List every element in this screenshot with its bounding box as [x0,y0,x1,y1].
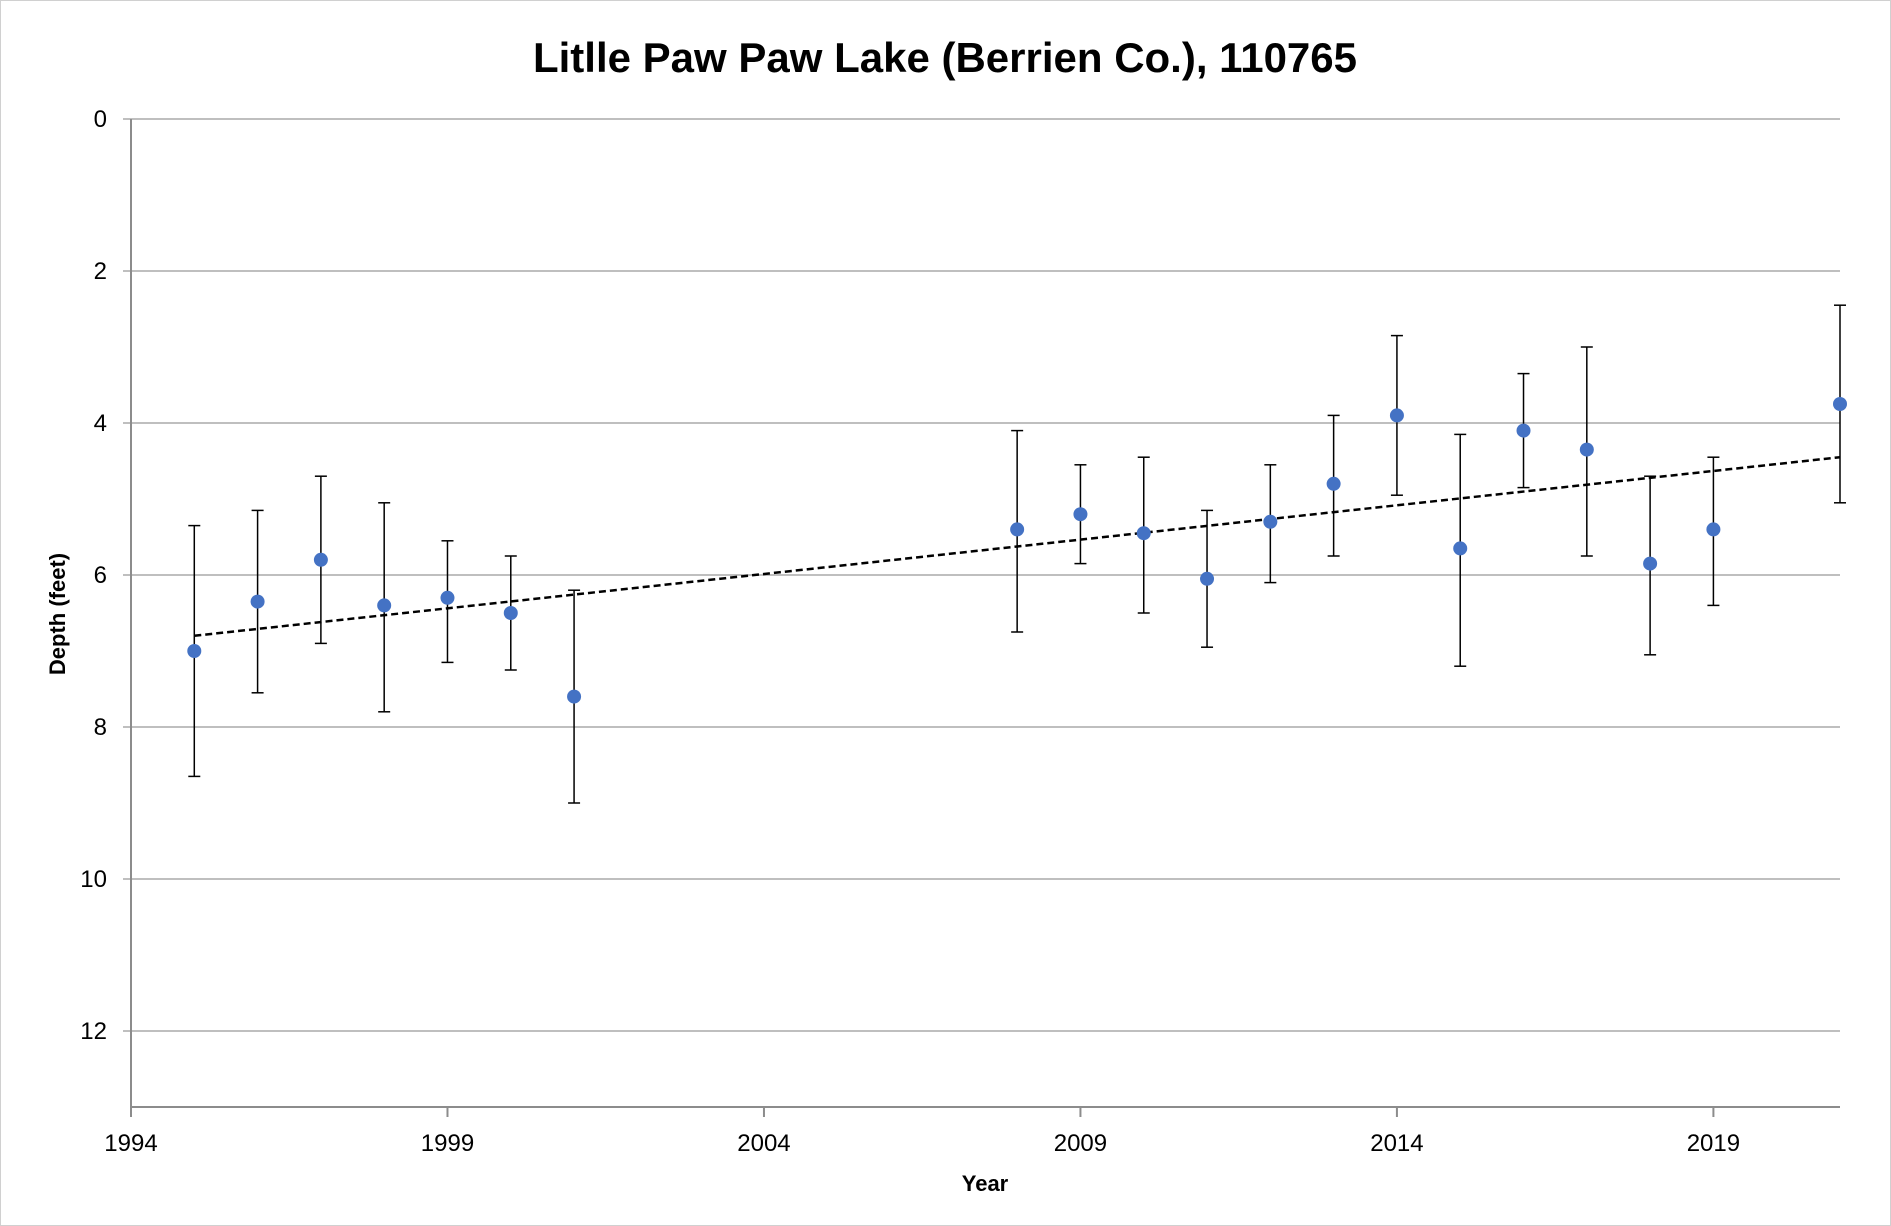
x-tick-label: 2019 [1687,1130,1740,1157]
x-tick-label: 1994 [104,1130,157,1157]
x-tick-label: 2009 [1054,1130,1107,1157]
data-point [1453,541,1468,556]
x-axis-label: Year [962,1171,1009,1196]
data-point [503,606,518,620]
y-tick-label: 8 [94,714,107,741]
chart-title: Litlle Paw Paw Lake (Berrien Co.), 11076… [533,34,1357,81]
x-tick-label: 1999 [421,1130,474,1157]
data-point [1643,556,1658,571]
y-tick-label: 0 [94,106,107,133]
data-point [1833,397,1847,411]
data-point [1263,514,1278,529]
data-point [1010,522,1025,537]
y-tick-label: 10 [80,866,107,893]
y-tick-label: 12 [80,1018,107,1045]
data-point [1706,522,1721,537]
x-tick-labels: 1994 1999 2004 2009 2014 2019 [104,1130,1740,1157]
data-point [313,552,328,567]
data-point [187,644,202,658]
data-point [1516,423,1531,438]
data-point [1389,408,1404,423]
data-points [187,397,1847,704]
data-point [250,594,265,609]
data-point [1579,442,1594,457]
y-axis-label: Depth (feet) [45,553,70,675]
data-point [1136,526,1151,541]
data-point [1326,476,1341,491]
data-point [1200,571,1215,586]
gridlines [131,118,1840,1032]
y-tick-label: 4 [94,410,107,437]
x-tick-label: 2004 [737,1130,790,1157]
y-tick-labels: 0 2 4 6 8 10 12 [80,106,107,1045]
data-point [1073,507,1088,522]
data-point [377,598,392,613]
y-tick-label: 6 [94,562,107,589]
y-tick-label: 2 [94,258,107,285]
data-point [567,689,582,704]
error-bars [188,304,1846,804]
data-point [440,590,455,605]
x-tick-label: 2014 [1370,1130,1423,1157]
axes [123,118,1840,1117]
